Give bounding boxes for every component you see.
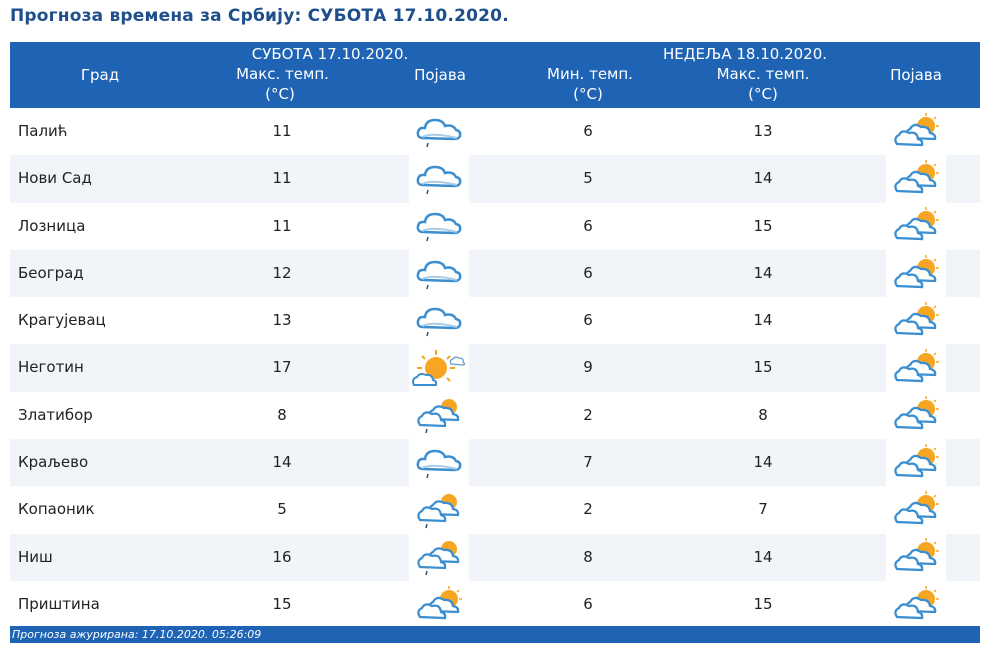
- cloud-drizzle-icon: [409, 439, 469, 487]
- partly-cloudy-icon: [886, 249, 946, 298]
- header-unit-2: (°C): [573, 85, 603, 103]
- header-unit-1: (°C): [265, 85, 295, 103]
- min-temp-day2: 2: [583, 500, 593, 519]
- max-temp-day2: 7: [758, 500, 768, 519]
- partly-cloudy-icon: [886, 297, 946, 345]
- city-name: Београд: [18, 263, 84, 282]
- cloud-drizzle-icon: [409, 202, 469, 250]
- partly-cloudy-icon: [886, 108, 946, 156]
- sunny-intervals-icon: [409, 344, 469, 392]
- header-unit-3: (°C): [748, 85, 778, 103]
- city-name: Крагујевац: [18, 311, 106, 330]
- min-temp-day2: 8: [583, 547, 593, 566]
- max-temp-day2: 8: [758, 405, 768, 424]
- table-header: Град СУБОТА 17.10.2020. Макс. темп. (°C)…: [10, 42, 980, 108]
- min-temp-day2: 6: [583, 263, 593, 282]
- partly-cloudy-icon: [886, 391, 946, 440]
- partly-cloudy-icon: [886, 344, 946, 392]
- max-temp-day2: 14: [753, 169, 773, 188]
- min-temp-day2: 6: [583, 594, 593, 613]
- city-name: Приштина: [18, 594, 100, 613]
- city-name: Лозница: [18, 216, 86, 235]
- table-row: Копаоник 5 2 7: [10, 486, 980, 534]
- partly-cloudy-drizzle-icon: [409, 486, 469, 534]
- min-temp-day2: 2: [583, 405, 593, 424]
- partly-cloudy-drizzle-icon: [409, 533, 469, 581]
- max-temp-day2: 14: [753, 263, 773, 282]
- table-row: Београд 12 6 14: [10, 249, 980, 298]
- header-city: Град: [80, 66, 120, 84]
- partly-cloudy-icon: [886, 202, 946, 250]
- table-row: Лозница 11 6 15: [10, 202, 980, 250]
- table-row: Нови Сад 11 5 14: [10, 155, 980, 203]
- city-name: Неготин: [18, 358, 84, 377]
- city-name: Палић: [18, 122, 68, 140]
- min-temp-day2: 7: [583, 453, 593, 472]
- min-temp-day2: 6: [583, 122, 593, 140]
- header-day2: НЕДЕЉА 18.10.2020.: [662, 45, 828, 63]
- max-temp-day2: 14: [753, 547, 773, 566]
- page-title: Прогноза времена за Србију: СУБОТА 17.10…: [10, 6, 509, 26]
- partly-cloudy-icon: [886, 580, 946, 629]
- min-temp-day2: 9: [583, 358, 593, 377]
- table-row: Ниш 16 8 14: [10, 533, 980, 581]
- table-row: Приштина 15 6 15: [10, 580, 980, 629]
- min-temp-day2: 5: [583, 169, 593, 188]
- table-row: Златибор 8 2 8: [10, 391, 980, 440]
- max-temp-day2: 14: [753, 453, 773, 472]
- max-temp-day1: 16: [272, 547, 292, 566]
- max-temp-day1: 11: [272, 122, 292, 140]
- cloud-drizzle-icon: [409, 155, 469, 203]
- city-name: Ниш: [18, 547, 53, 566]
- partly-cloudy-icon: [886, 155, 946, 203]
- max-temp-day1: 17: [272, 358, 292, 377]
- city-name: Нови Сад: [18, 169, 92, 188]
- header-max-temp-1: Макс. темп.: [236, 65, 329, 83]
- max-temp-day1: 12: [272, 263, 292, 282]
- max-temp-day1: 8: [277, 405, 287, 424]
- max-temp-day2: 15: [753, 594, 773, 613]
- forecast-table: Град СУБОТА 17.10.2020. Макс. темп. (°C)…: [10, 42, 980, 629]
- table-body: Палић 11 6 13 Нови Сад 11 5 14 Лозница 11 6 15 Беогр…: [10, 108, 980, 629]
- header-phenomenon-2: Појава: [890, 66, 942, 84]
- max-temp-day1: 5: [277, 500, 287, 519]
- table-row: Неготин 17 9 15: [10, 344, 980, 392]
- max-temp-day1: 15: [272, 594, 292, 613]
- header-max-temp-2: Макс. темп.: [716, 65, 810, 83]
- header-min-temp: Мин. темп.: [547, 65, 633, 83]
- table-row: Палић 11 6 13: [10, 108, 980, 156]
- update-footer: Прогноза ажурирана: 17.10.2020. 05:26:09: [10, 626, 980, 643]
- cloud-drizzle-icon: [409, 249, 469, 298]
- table-row: Краљево 14 7 14: [10, 439, 980, 487]
- partly-cloudy-icon: [886, 439, 946, 487]
- max-temp-day1: 14: [272, 453, 292, 472]
- table-row: Крагујевац 13 6 14: [10, 297, 980, 345]
- partly-cloudy-icon: [409, 580, 469, 629]
- header-day1: СУБОТА 17.10.2020.: [251, 45, 409, 63]
- city-name: Краљево: [18, 453, 89, 472]
- max-temp-day2: 13: [753, 122, 773, 140]
- city-name: Копаоник: [18, 500, 95, 519]
- max-temp-day2: 15: [753, 216, 773, 235]
- min-temp-day2: 6: [583, 216, 593, 235]
- city-name: Златибор: [18, 405, 93, 424]
- max-temp-day1: 13: [272, 311, 292, 330]
- max-temp-day2: 15: [753, 358, 773, 377]
- max-temp-day1: 11: [272, 216, 292, 235]
- max-temp-day1: 11: [272, 169, 292, 188]
- cloud-drizzle-icon: [409, 108, 469, 156]
- partly-cloudy-drizzle-icon: [409, 391, 469, 440]
- partly-cloudy-icon: [886, 486, 946, 534]
- cloud-drizzle-icon: [409, 297, 469, 345]
- partly-cloudy-icon: [886, 533, 946, 581]
- min-temp-day2: 6: [583, 311, 593, 330]
- max-temp-day2: 14: [753, 311, 773, 330]
- header-phenomenon-1: Појава: [414, 66, 466, 84]
